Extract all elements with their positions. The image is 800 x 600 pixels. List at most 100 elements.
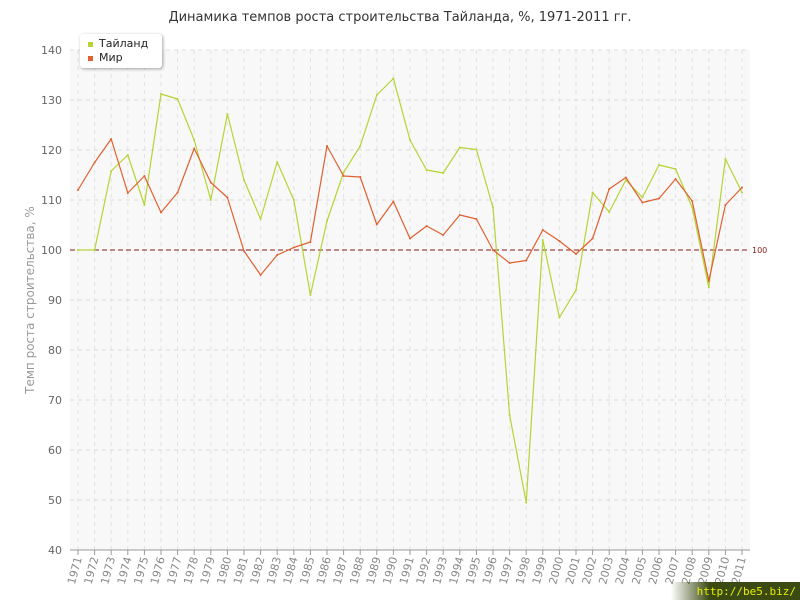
data-point-thailand (292, 199, 295, 201)
data-point-world (342, 175, 345, 177)
data-point-world (409, 237, 411, 240)
data-point-thailand (176, 98, 179, 100)
data-point-thailand (326, 220, 328, 222)
y-tick-label: 100 (41, 244, 62, 257)
data-point-thailand (508, 414, 511, 416)
data-point-thailand (259, 218, 262, 220)
data-point-world (591, 237, 594, 240)
data-point-thailand (126, 154, 129, 156)
data-point-world (176, 191, 179, 194)
data-point-world (458, 214, 461, 216)
data-point-thailand (541, 239, 544, 241)
legend-item-thailand[interactable]: Тайланд (88, 37, 148, 51)
data-point-world (126, 192, 129, 194)
data-point-world (558, 240, 561, 242)
data-point-thailand (624, 179, 627, 181)
data-point-thailand (209, 199, 212, 201)
data-point-world (724, 204, 727, 206)
data-point-thailand (741, 191, 743, 194)
data-point-world (259, 274, 262, 276)
data-point-thailand (160, 93, 162, 95)
data-point-thailand (375, 94, 378, 96)
y-tick-label: 50 (48, 494, 62, 507)
data-point-world (309, 241, 312, 243)
data-point-world (209, 181, 212, 184)
data-point-world (658, 197, 660, 200)
data-point-world (674, 178, 677, 180)
y-tick-label: 80 (48, 344, 62, 357)
data-point-thailand (309, 294, 312, 296)
series-lines (77, 77, 743, 504)
legend-label-thailand: Тайланд (99, 37, 149, 50)
data-point-world (691, 200, 694, 202)
data-point-world (425, 225, 428, 227)
data-point-thailand (243, 179, 245, 181)
data-point-thailand (492, 206, 494, 209)
data-point-world (93, 161, 96, 164)
legend-swatch-thailand (88, 41, 93, 47)
data-point-thailand (193, 139, 196, 141)
data-point-world (575, 253, 577, 255)
data-point-thailand (143, 204, 146, 206)
data-point-thailand (608, 211, 611, 213)
reference-line-label: 100 (752, 246, 767, 255)
data-point-thailand (475, 148, 478, 151)
legend-swatch-world (88, 55, 93, 61)
y-tick-label: 70 (48, 394, 62, 407)
data-point-thailand (558, 316, 561, 319)
data-point-world (624, 176, 627, 179)
data-point-world (525, 259, 528, 262)
data-point-world (110, 138, 113, 140)
data-point-thailand (392, 77, 395, 80)
data-point-thailand (77, 249, 79, 251)
y-tick-label: 140 (41, 44, 62, 57)
data-point-thailand (226, 113, 229, 115)
data-point-thailand (458, 146, 461, 149)
data-point-thailand (409, 139, 411, 141)
data-point-world (442, 234, 445, 236)
legend-item-world[interactable]: Мир (88, 51, 123, 65)
data-point-thailand (525, 501, 528, 504)
watermark-link[interactable]: http://be5.biz/ (670, 582, 800, 600)
data-point-world (292, 246, 295, 249)
data-point-thailand (691, 206, 694, 209)
x-axis-ticks: 1971197219731974197519761977197819791980… (65, 550, 749, 586)
data-point-thailand (591, 191, 594, 194)
data-point-thailand (658, 164, 660, 166)
data-point-thailand (674, 168, 677, 170)
data-point-thailand (276, 161, 279, 163)
legend-label-world: Мир (99, 51, 123, 64)
data-point-world (707, 280, 710, 282)
y-tick-label: 130 (41, 94, 62, 107)
data-point-world (326, 145, 328, 147)
vertical-gridlines (77, 50, 743, 550)
data-point-thailand (707, 286, 710, 289)
data-point-world (359, 176, 362, 178)
data-point-thailand (359, 145, 362, 147)
data-point-thailand (442, 172, 445, 174)
y-tick-label: 40 (48, 544, 62, 557)
legend: Тайланд Мир (80, 34, 162, 68)
data-point-thailand (641, 196, 644, 199)
data-point-world (475, 218, 478, 220)
chart-title: Динамика темпов роста строительства Тайл… (168, 10, 632, 25)
data-point-world (160, 211, 162, 214)
y-tick-label: 110 (41, 194, 62, 207)
reference-line-group: 100 (70, 246, 767, 255)
y-tick-label: 60 (48, 444, 62, 457)
data-point-thailand (110, 170, 113, 172)
data-point-thailand (724, 158, 727, 160)
y-axis-ticks: 40 50 60 70 80 90 100 110 120 130 140 (41, 44, 62, 557)
y-tick-label: 90 (48, 294, 62, 307)
data-point-world (143, 175, 146, 177)
data-point-world (608, 188, 611, 190)
data-point-world (741, 186, 743, 189)
data-point-thailand (93, 249, 96, 251)
data-point-thailand (425, 169, 428, 171)
data-point-world (541, 229, 544, 231)
data-point-world (276, 254, 279, 256)
y-tick-label: 120 (41, 144, 62, 157)
data-point-world (641, 201, 644, 204)
data-point-world (193, 147, 196, 150)
